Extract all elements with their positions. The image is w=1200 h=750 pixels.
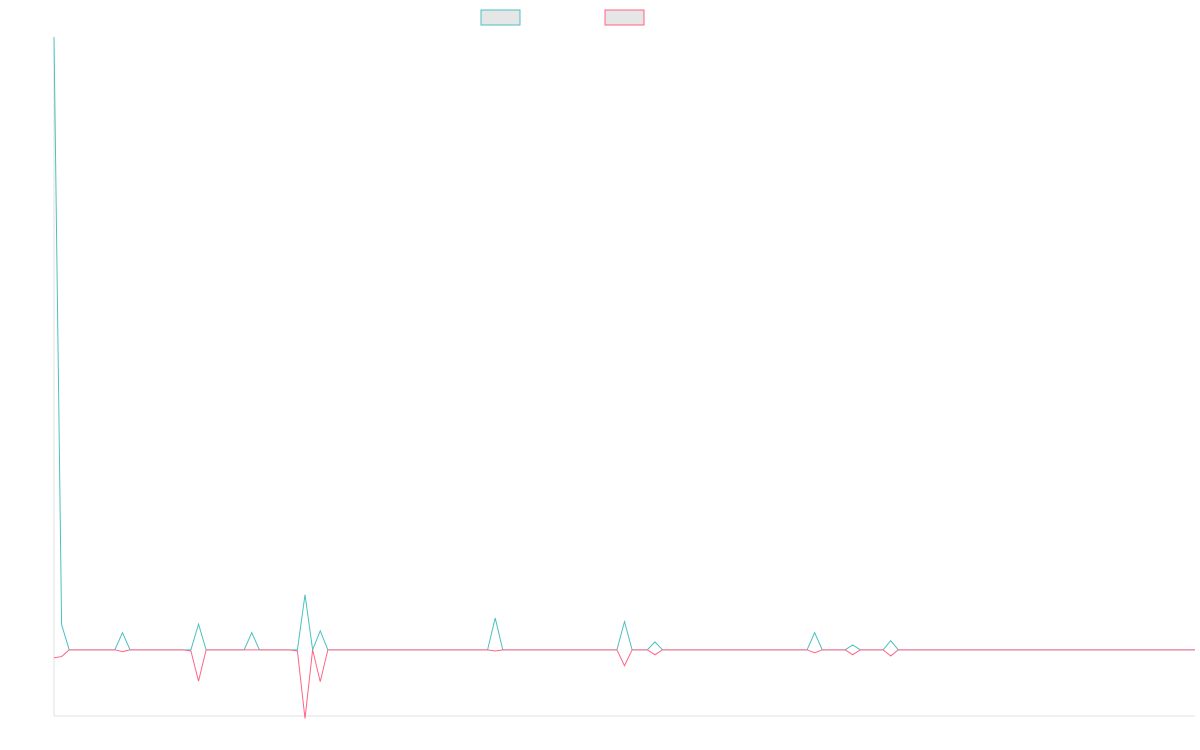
legend-swatch <box>604 9 645 26</box>
series-line <box>53 649 1195 719</box>
legend-swatch <box>480 9 521 26</box>
series-line <box>53 36 1195 652</box>
